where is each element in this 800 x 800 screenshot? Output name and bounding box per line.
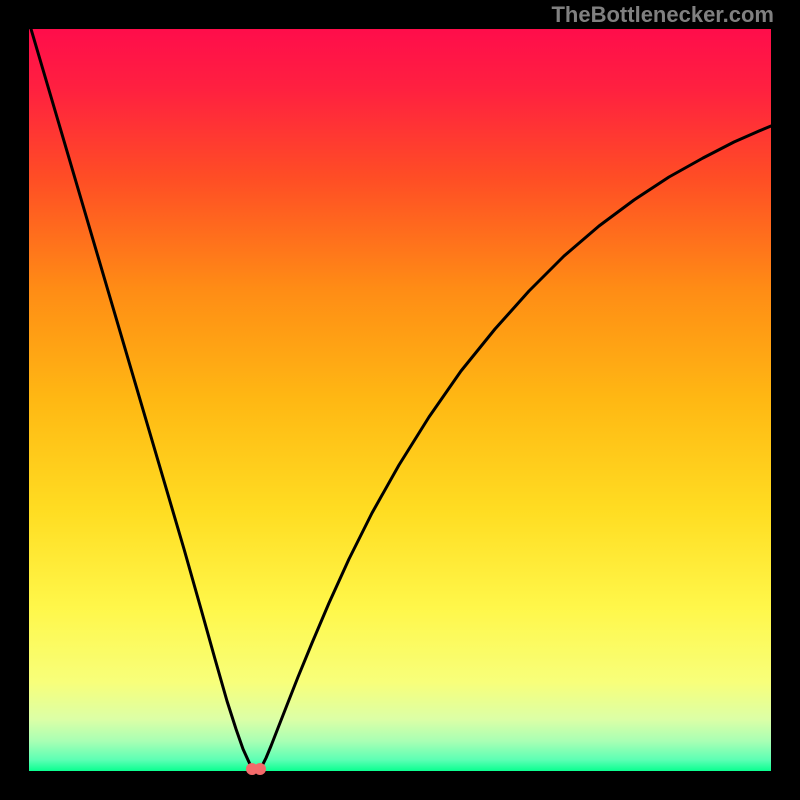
plot-area [29,29,771,771]
optimal-marker-1 [254,763,266,775]
bottleneck-curve [29,29,771,771]
chart-container: TheBottlenecker.com [0,0,800,800]
watermark-text: TheBottlenecker.com [551,2,774,28]
curve-path [31,29,771,771]
